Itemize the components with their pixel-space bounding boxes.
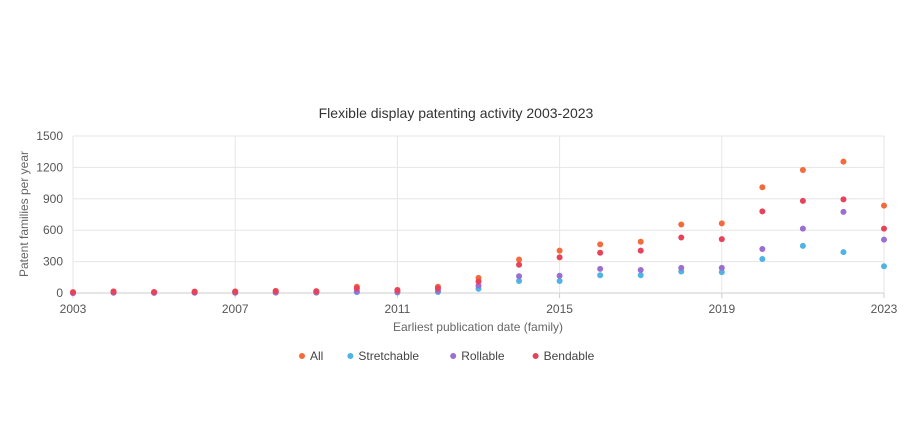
axis-layer: 0 300 600 900 1200 1500 2003 2007 2011 2015 2019 20… xyxy=(36,129,897,316)
data-point-all[interactable] xyxy=(556,247,563,254)
data-point-all[interactable] xyxy=(678,221,685,228)
data-point-bendable[interactable] xyxy=(840,196,847,203)
legend-marker xyxy=(450,353,457,359)
data-point-rollable[interactable] xyxy=(718,264,725,271)
data-point-stretchable[interactable] xyxy=(718,269,725,276)
data-point-bendable[interactable] xyxy=(597,249,604,256)
legend: All Stretchable Rollable Bendable xyxy=(299,349,595,363)
legend-label: Rollable xyxy=(461,349,505,363)
data-point-rollable[interactable] xyxy=(475,282,482,289)
data-point-stretchable[interactable] xyxy=(840,249,847,256)
data-point-rollable[interactable] xyxy=(597,265,604,272)
x-tick-label: 2015 xyxy=(546,302,573,316)
data-point-stretchable[interactable] xyxy=(637,272,644,279)
legend-label: All xyxy=(310,349,323,363)
legend-marker xyxy=(299,353,305,359)
data-point-all[interactable] xyxy=(637,238,644,245)
data-point-rollable[interactable] xyxy=(556,272,563,279)
legend-label: Stretchable xyxy=(358,349,419,363)
data-point-bendable[interactable] xyxy=(272,288,279,295)
points-layer xyxy=(70,158,887,296)
data-point-bendable[interactable] xyxy=(759,208,766,215)
data-point-stretchable[interactable] xyxy=(799,242,806,249)
y-tick-label: 900 xyxy=(43,192,63,206)
data-point-bendable[interactable] xyxy=(475,278,482,285)
x-tick-label: 2011 xyxy=(384,302,410,316)
legend-item-rollable[interactable]: Rollable xyxy=(450,349,505,363)
data-point-stretchable[interactable] xyxy=(597,272,604,279)
data-point-rollable[interactable] xyxy=(516,273,523,280)
data-point-all[interactable] xyxy=(799,167,806,174)
data-point-stretchable[interactable] xyxy=(556,277,563,284)
data-point-bendable[interactable] xyxy=(353,285,360,292)
data-point-rollable[interactable] xyxy=(759,246,766,253)
y-tick-label: 600 xyxy=(43,223,63,237)
data-point-rollable[interactable] xyxy=(881,236,887,243)
data-point-stretchable[interactable] xyxy=(516,277,523,284)
data-point-all[interactable] xyxy=(881,202,887,209)
data-point-rollable[interactable] xyxy=(840,208,847,215)
data-point-bendable[interactable] xyxy=(799,197,806,204)
y-axis-title: Patent families per year xyxy=(17,151,31,277)
y-tick-label: 300 xyxy=(43,255,63,269)
legend-marker xyxy=(347,353,354,359)
grid-layer xyxy=(72,135,885,294)
data-point-bendable[interactable] xyxy=(232,288,239,295)
data-point-stretchable[interactable] xyxy=(759,255,766,262)
data-point-bendable[interactable] xyxy=(516,261,523,268)
data-point-bendable[interactable] xyxy=(678,234,685,241)
x-tick-label: 2007 xyxy=(222,302,249,316)
data-point-rollable[interactable] xyxy=(799,225,806,232)
y-tick-label: 1500 xyxy=(36,129,63,143)
legend-item-stretchable[interactable]: Stretchable xyxy=(347,349,419,363)
x-tick-label: 2023 xyxy=(871,302,898,316)
data-point-rollable[interactable] xyxy=(678,264,685,271)
data-point-bendable[interactable] xyxy=(313,288,320,295)
data-point-bendable[interactable] xyxy=(718,236,725,243)
x-tick-label: 2019 xyxy=(708,302,735,316)
chart-title: Flexible display patenting activity 2003… xyxy=(319,105,594,121)
data-point-bendable[interactable] xyxy=(434,285,441,292)
data-point-all[interactable] xyxy=(840,158,847,165)
legend-item-bendable[interactable]: Bendable xyxy=(532,349,595,363)
series-bendable xyxy=(70,196,887,296)
y-tick-label: 1200 xyxy=(36,160,63,174)
legend-item-all[interactable]: All xyxy=(299,349,323,363)
data-point-bendable[interactable] xyxy=(110,288,117,295)
data-point-bendable[interactable] xyxy=(394,287,401,294)
data-point-bendable[interactable] xyxy=(151,289,158,296)
data-point-all[interactable] xyxy=(718,220,725,227)
data-point-stretchable[interactable] xyxy=(881,263,887,270)
data-point-bendable[interactable] xyxy=(556,254,563,261)
data-point-rollable[interactable] xyxy=(637,266,644,273)
legend-marker xyxy=(532,353,539,359)
data-point-bendable[interactable] xyxy=(881,225,887,232)
series-all xyxy=(70,158,887,296)
data-point-all[interactable] xyxy=(759,184,766,191)
y-tick-label: 0 xyxy=(56,286,63,300)
x-tick-label: 2003 xyxy=(60,302,87,316)
data-point-all[interactable] xyxy=(597,241,604,248)
data-point-bendable[interactable] xyxy=(637,247,644,254)
legend-label: Bendable xyxy=(544,349,595,363)
x-axis-title: Earliest publication date (family) xyxy=(393,320,563,334)
data-point-bendable[interactable] xyxy=(191,288,198,295)
data-point-bendable[interactable] xyxy=(70,289,76,296)
data-point-all[interactable] xyxy=(516,256,523,263)
